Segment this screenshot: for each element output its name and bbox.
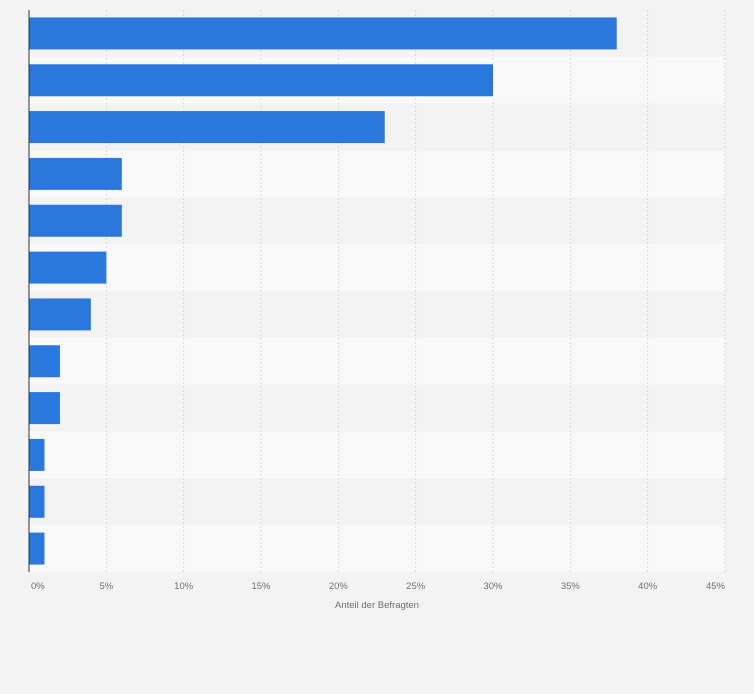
bar[interactable] xyxy=(29,64,493,97)
row-band xyxy=(29,337,725,385)
bar[interactable] xyxy=(29,392,60,425)
row-band xyxy=(29,431,725,479)
bars xyxy=(29,17,617,565)
gridlines xyxy=(105,10,726,572)
row-bands xyxy=(29,10,725,572)
row-band xyxy=(29,478,725,526)
bar[interactable] xyxy=(29,204,122,237)
bar[interactable] xyxy=(29,17,617,50)
x-tick-label: 15% xyxy=(251,581,271,592)
x-tick-label: 0% xyxy=(31,581,45,592)
x-tick-label: 25% xyxy=(406,581,426,592)
bar[interactable] xyxy=(29,485,45,518)
bar[interactable] xyxy=(29,157,122,190)
x-tick-label: 45% xyxy=(706,581,726,592)
x-tick-label: 35% xyxy=(561,581,581,592)
row-band xyxy=(29,197,725,245)
x-tick-label: 40% xyxy=(638,581,658,592)
x-tick-label: 20% xyxy=(329,581,349,592)
row-band xyxy=(29,525,725,572)
row-band xyxy=(29,291,725,338)
bar[interactable] xyxy=(29,298,91,331)
row-band xyxy=(29,384,725,432)
x-axis-title: Anteil der Befragten xyxy=(335,600,419,611)
row-band xyxy=(29,150,725,198)
bar[interactable] xyxy=(29,251,107,284)
x-tick-label: 30% xyxy=(483,581,503,592)
x-tick-label: 10% xyxy=(174,581,194,592)
row-band xyxy=(29,244,725,291)
bar[interactable] xyxy=(29,532,45,565)
bar[interactable] xyxy=(29,345,60,378)
x-tick-label: 5% xyxy=(99,581,113,592)
x-tick-labels: 0% 5% 10% 15% 20% 25% 30% 35% 40% 45% xyxy=(31,581,726,592)
bar[interactable] xyxy=(29,111,385,144)
bar[interactable] xyxy=(29,438,45,471)
